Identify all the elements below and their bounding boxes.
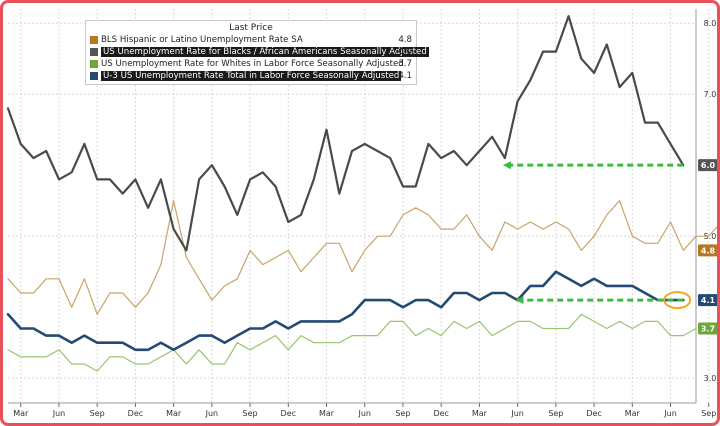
legend-swatch <box>90 72 98 80</box>
annotations <box>502 161 692 310</box>
y-tick-label: 8.0 <box>704 19 717 28</box>
legend-swatch <box>90 48 98 56</box>
x-tick-label: Jun <box>357 409 371 418</box>
x-tick-label: Jun <box>663 409 677 418</box>
value-badge-label: 4.8 <box>701 246 716 255</box>
value-badge: 4.8 <box>698 244 717 257</box>
value-badge: 3.7 <box>698 322 717 335</box>
value-badge-label: 6.0 <box>701 161 716 170</box>
legend-item-label: US Unemployment Rate for Whites in Labor… <box>101 59 404 69</box>
legend-item-value: 4.8 <box>398 35 412 45</box>
series-line-1 <box>6 15 685 252</box>
x-tick-label: Mar <box>625 409 641 418</box>
legend-item-white: US Unemployment Rate for Whites in Labor… <box>90 59 412 70</box>
x-tick-label: Mar <box>472 409 488 418</box>
x-tick-label: Jun <box>52 409 66 418</box>
x-tick-label: Sep <box>243 409 258 418</box>
x-tick-label: Sep <box>90 409 105 418</box>
y-tick-label: 3.0 <box>704 374 717 383</box>
x-tick-label: Jun <box>510 409 524 418</box>
legend-item-hispanic: BLS Hispanic or Latino Unemployment Rate… <box>90 35 412 46</box>
x-tick-label: Sep <box>395 409 410 418</box>
value-badge-box <box>698 294 717 307</box>
series-line-3 <box>6 270 685 352</box>
axes: Mar Jun Sep Dec Mar Jun Sep Dec Mar Jun Sep Dec Mar J… <box>8 9 716 418</box>
series-line-2 <box>7 313 697 372</box>
x-tick-label: Dec <box>128 409 143 418</box>
legend-item-value: 4.1 <box>398 71 412 81</box>
value-badge-label: 4.1 <box>701 296 716 305</box>
legend-item-black: US Unemployment Rate for Blacks / Africa… <box>90 47 429 58</box>
x-tick-label: Mar <box>13 409 29 418</box>
legend-item-label: US Unemployment Rate for Blacks / Africa… <box>101 47 429 57</box>
x-tick-label: Dec <box>586 409 601 418</box>
x-tick-label: Jun <box>205 409 219 418</box>
value-badge-label: 3.7 <box>701 324 715 333</box>
value-badge-box <box>698 322 717 335</box>
legend-item-label: BLS Hispanic or Latino Unemployment Rate… <box>101 35 303 45</box>
legend-title: Last Price <box>229 23 273 33</box>
x-tick-label: Dec <box>433 409 448 418</box>
y-tick-label: 5.0 <box>704 232 717 241</box>
x-tick-label: Mar <box>319 409 335 418</box>
circle-annotation <box>663 291 692 310</box>
value-badge: 4.1 <box>698 294 717 307</box>
value-badge: 6.0 <box>698 159 717 172</box>
legend-swatch <box>90 60 98 68</box>
legend-item-label: U-3 US Unemployment Rate Total in Labor … <box>101 71 402 81</box>
value-badge-box <box>698 159 717 172</box>
x-tick-label: Sep <box>701 409 716 418</box>
series-line-0 <box>7 200 717 315</box>
value-badges: 6.0 4.8 4.1 3.7 <box>698 159 717 335</box>
legend-item-value: 6.0 <box>398 47 412 57</box>
y-tick-label: 7.0 <box>704 90 717 99</box>
x-tick-label: Mar <box>166 409 182 418</box>
legend-item-total: U-3 US Unemployment Rate Total in Labor … <box>90 71 412 82</box>
x-tick-label: Sep <box>548 409 563 418</box>
legend-item-value: 3.7 <box>398 59 412 69</box>
series-lines <box>6 15 717 372</box>
legend-swatch <box>90 36 98 44</box>
x-tick-label: Dec <box>281 409 296 418</box>
legend: Last Price BLS Hispanic or Latino Unempl… <box>85 20 429 85</box>
value-badge-box <box>698 244 717 257</box>
